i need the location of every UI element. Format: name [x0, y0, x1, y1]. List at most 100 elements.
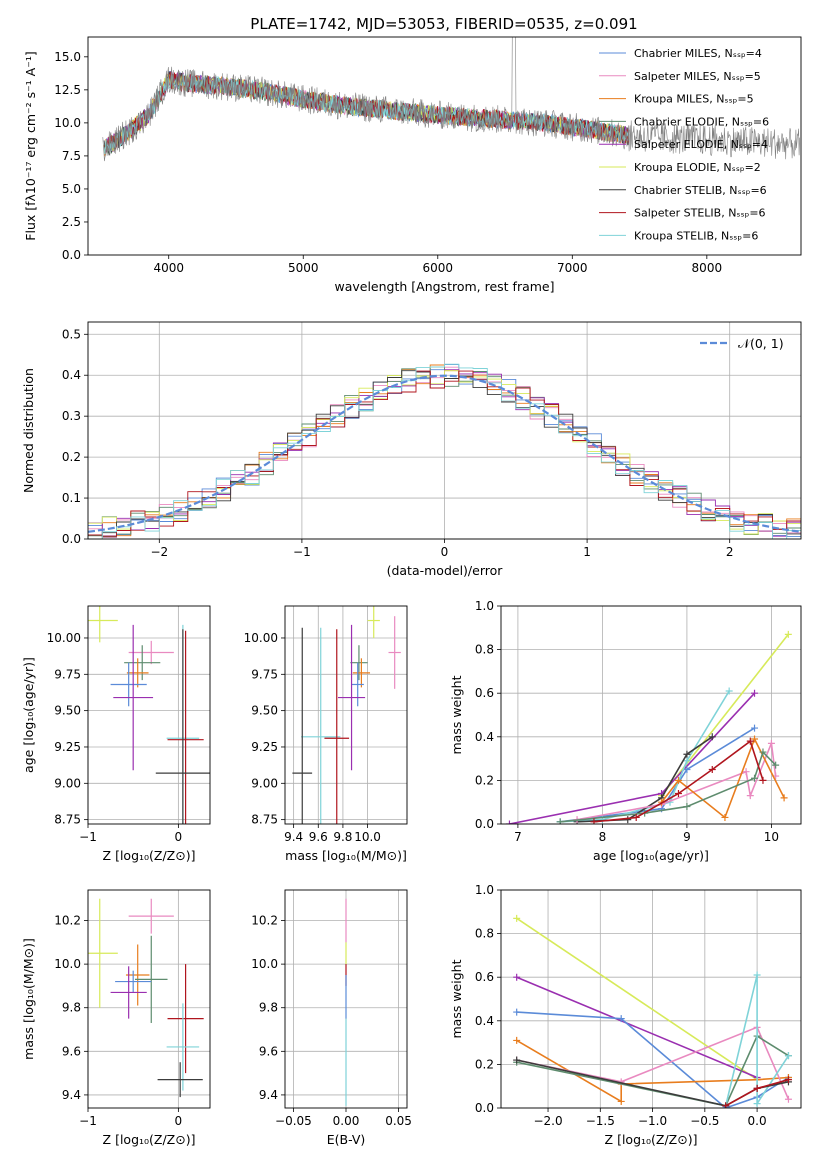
weight-line [509, 692, 756, 824]
error-bar-point [115, 970, 152, 993]
error-bars [292, 606, 401, 824]
x-tick-label: 7 [514, 830, 522, 844]
weight-marker [746, 737, 754, 745]
y-axis-label: mass weight [449, 675, 464, 754]
legend-entry: Chabrier ELODIE, Nₛₛₚ=6 [634, 115, 769, 128]
y-tick-label: 12.5 [54, 83, 81, 97]
y-tick-label: 0.0 [62, 532, 81, 546]
weight-marker [751, 774, 759, 782]
error-bar-point [157, 1062, 203, 1098]
legend-entry: Salpeter STELIB, Nₛₛₚ=6 [634, 207, 766, 220]
error-bar-point [128, 640, 174, 665]
weight-marker [725, 687, 733, 695]
y-tick-label: 1.0 [475, 599, 494, 613]
weight-marker [753, 971, 761, 979]
error-bar-point [110, 966, 147, 1019]
x-axis-label: mass [log₁₀(M/M⊙)] [285, 848, 407, 863]
x-axis-label: E(B-V) [327, 1132, 366, 1147]
residuals-panel: −2 −1 0 1 2 0.0 0.1 0.2 0.3 0.4 0.5 (data-model)/er… [21, 321, 802, 578]
plot-frame [87, 889, 211, 1109]
legend-entry: Kroupa ELODIE, Nₛₛₚ=2 [634, 161, 761, 174]
weight-marker [722, 1102, 730, 1108]
y-tick-label: 10.2 [54, 914, 81, 928]
y-tick-label: 0.8 [475, 927, 494, 941]
x-tick-label: 8 [599, 830, 607, 844]
weight-marker [767, 739, 775, 747]
age-vs-mass-panel: 9.4 9.6 9.8 10.0 8.75 9.00 9.25 9.50 9.75 10.00 ma… [244, 605, 408, 863]
residuals-legend: 𝒩(0, 1) [700, 336, 784, 351]
x-axis-label: Z [log₁₀(Z/Z⊙)] [103, 1132, 196, 1147]
error-bar-point [337, 624, 366, 771]
weight-marker [513, 1036, 521, 1044]
y-tick-label: 0.5 [62, 327, 81, 341]
x-axis-label: Z [log₁₀(Z/Z⊙)] [103, 848, 196, 863]
weight-line [660, 633, 789, 797]
weight-marker [683, 757, 691, 765]
y-axis-label: Normed distribution [21, 368, 36, 493]
weight-marker [513, 973, 521, 981]
legend-entry: Kroupa MILES, Nₛₛₚ=5 [634, 93, 754, 106]
x-axis-label: age [log₁₀(age/yr)] [593, 848, 709, 863]
x-tick-label: 8000 [692, 261, 723, 275]
error-bar-point [166, 1003, 200, 1091]
mass-vs-metallicity-panel: −1 0 9.4 9.6 9.8 10.0 10.2 Z [log₁₀(Z/Z⊙)] mass … [21, 889, 211, 1147]
weight-marker [784, 1052, 792, 1060]
weight-marker [513, 1008, 521, 1016]
error-bar-point [352, 658, 371, 688]
weight-marker [746, 792, 754, 800]
y-tick-label: 9.4 [62, 1088, 81, 1102]
residual-histogram [88, 363, 801, 539]
weight-marker [751, 689, 759, 697]
x-tick-label: 0 [175, 830, 183, 844]
x-axis-label: (data-model)/error [387, 563, 504, 578]
weight-marker [624, 816, 632, 824]
y-tick-label: 10.0 [54, 957, 81, 971]
y-tick-label: 9.75 [54, 667, 81, 681]
y-tick-label: 10.00 [244, 631, 278, 645]
age-vs-metallicity-panel: −1 0 8.75 9.00 9.25 9.50 9.75 10.00 Z [log₁₀(Z/Z… [21, 605, 211, 863]
y-tick-label: 10.2 [251, 914, 278, 928]
y-tick-label: 0.0 [475, 817, 494, 831]
error-bar-point [324, 629, 350, 824]
weight-marker [753, 1100, 761, 1108]
y-tick-label: 9.8 [62, 1001, 81, 1015]
x-axis-label: Z [log₁₀(Z/Z⊙)] [605, 1132, 698, 1147]
y-tick-label: 0.1 [62, 491, 81, 505]
weight-line [560, 750, 777, 823]
x-tick-label: 6000 [423, 261, 454, 275]
y-tick-label: 7.5 [62, 149, 81, 163]
weight-marker [683, 803, 691, 811]
y-tick-label: 10.0 [54, 116, 81, 130]
histograms [88, 363, 801, 539]
weight-lines [505, 630, 792, 824]
y-axis-label: mass weight [449, 959, 464, 1038]
error-bar-point [351, 662, 364, 707]
weight-marker [708, 733, 716, 741]
error-bar-point [113, 624, 154, 771]
mass-weight-vs-metallicity-panel: −2.0 −1.5 −1.0 −0.5 0.0 0.0 0.2 0.4 0.6 0.8 1.0 Z [… [449, 883, 802, 1147]
y-tick-label: 10.00 [47, 631, 81, 645]
spectrum-curves [102, 37, 800, 162]
y-tick-label: 9.8 [259, 1001, 278, 1015]
plot-frame [284, 889, 408, 1109]
y-tick-label: 5.0 [62, 182, 81, 196]
y-tick-label: 8.75 [251, 813, 278, 827]
y-tick-label: 0.0 [475, 1101, 494, 1115]
weight-marker [556, 818, 564, 824]
x-tick-label: −1 [293, 545, 311, 559]
y-tick-label: 1.0 [475, 883, 494, 897]
x-tick-label: 0 [175, 1114, 183, 1128]
mass-weight-vs-age-panel: 7 8 9 10 0.0 0.2 0.4 0.6 0.8 1.0 age [log₁₀(age/yr… [449, 599, 802, 863]
x-tick-label: 2 [726, 545, 734, 559]
weight-marker [784, 630, 792, 638]
weight-marker [751, 735, 759, 743]
y-tick-label: 9.00 [54, 776, 81, 790]
y-tick-label: 0.2 [62, 450, 81, 464]
plot-frame [500, 889, 802, 1109]
y-tick-label: 0.6 [475, 970, 494, 984]
x-tick-label: −0.05 [275, 1114, 312, 1128]
plot-frame [87, 605, 211, 825]
y-tick-label: 9.25 [251, 740, 278, 754]
weight-line [516, 976, 758, 1079]
error-bar-point [388, 616, 401, 689]
